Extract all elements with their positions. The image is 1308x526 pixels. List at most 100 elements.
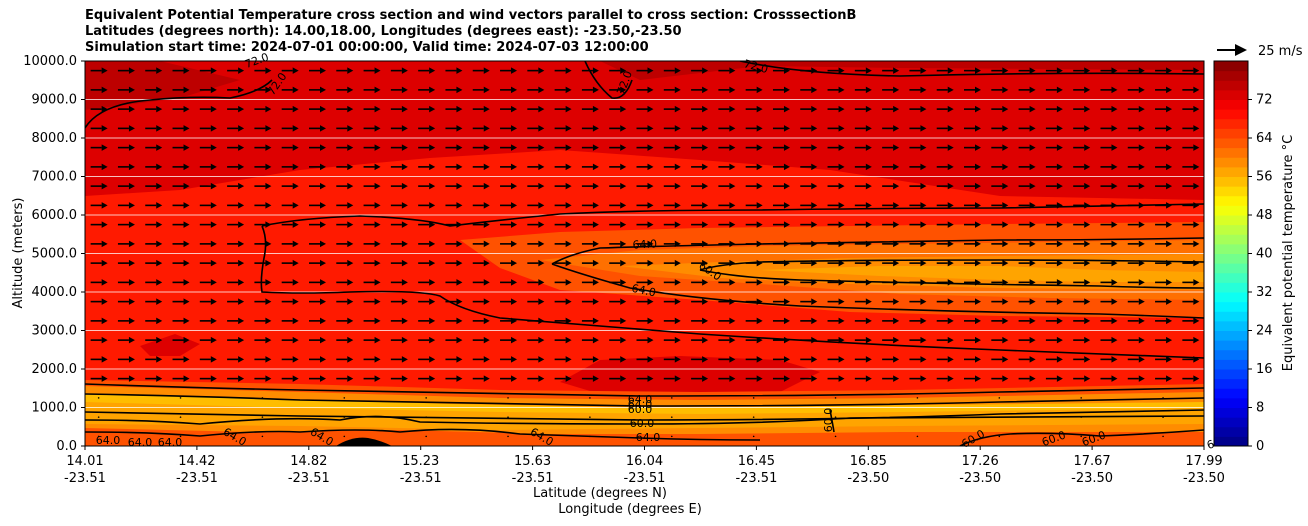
colorbar-segment bbox=[1214, 186, 1248, 197]
wind-vector-head bbox=[920, 163, 927, 171]
wind-vector-head bbox=[265, 125, 272, 132]
wind-vector-head bbox=[156, 298, 163, 305]
wind-vector-head bbox=[1056, 375, 1063, 382]
wind-vector-head bbox=[975, 240, 982, 248]
wind-vector-head bbox=[538, 125, 545, 132]
wind-vector-head bbox=[429, 317, 436, 325]
wind-vector-head bbox=[538, 144, 545, 151]
wind-vector-head bbox=[811, 240, 818, 248]
wind-vector-head bbox=[620, 259, 627, 267]
colorbar-segment bbox=[1214, 359, 1248, 370]
wind-vector-head bbox=[374, 67, 381, 74]
wind-vector-head bbox=[647, 240, 654, 248]
wind-vector-head bbox=[483, 86, 490, 94]
wind-vector-head bbox=[156, 163, 163, 171]
x-tick-label-lat: 15.63 bbox=[514, 454, 551, 469]
wind-vector-head bbox=[319, 125, 326, 132]
wind-vector-head bbox=[401, 279, 408, 286]
wind-vector-head bbox=[429, 221, 436, 228]
wind-vector-head bbox=[183, 182, 190, 190]
wind-vector-head bbox=[647, 125, 654, 132]
wind-vector-head bbox=[811, 356, 818, 363]
wind-vector-head bbox=[238, 356, 245, 363]
wind-vector-head bbox=[1138, 279, 1145, 286]
wind-vector-head bbox=[456, 317, 463, 325]
wind-vector-head bbox=[319, 105, 326, 113]
wind-vector-head bbox=[811, 298, 818, 305]
wind-vector-head bbox=[292, 67, 299, 74]
wind-vector-head bbox=[1166, 125, 1173, 132]
wind-vector-dot bbox=[97, 397, 100, 399]
wind-vector-head bbox=[511, 67, 518, 74]
wind-vector-head bbox=[347, 298, 354, 305]
wind-vector-head bbox=[674, 221, 681, 228]
wind-vector-head bbox=[893, 202, 900, 209]
wind-vector-head bbox=[374, 298, 381, 305]
wind-vector-head bbox=[1029, 125, 1036, 132]
wind-vector-head bbox=[483, 317, 490, 325]
wind-vector-head bbox=[456, 202, 463, 209]
wind-vector-head bbox=[374, 240, 381, 248]
wind-vector-head bbox=[101, 221, 108, 228]
wind-vector-head bbox=[647, 298, 654, 305]
wind-vector-head bbox=[756, 125, 763, 132]
colorbar-segment bbox=[1214, 99, 1248, 110]
wind-vector-head bbox=[292, 182, 299, 190]
wind-vector-head bbox=[920, 259, 927, 267]
wind-vector-head bbox=[1056, 202, 1063, 209]
wind-vector-head bbox=[238, 375, 245, 382]
wind-vector-head bbox=[620, 375, 627, 382]
wind-vector-head bbox=[511, 125, 518, 132]
wind-vector-head bbox=[865, 144, 872, 151]
wind-vector-head bbox=[429, 336, 436, 344]
wind-vector-head bbox=[128, 298, 135, 305]
contour-72-upper-left bbox=[85, 79, 273, 129]
wind-vector-head bbox=[811, 67, 818, 74]
wind-vector-head bbox=[183, 221, 190, 228]
wind-vector-head bbox=[401, 202, 408, 209]
wind-vector-head bbox=[1002, 240, 1009, 248]
wind-vector-head bbox=[1056, 298, 1063, 305]
wind-vector-head bbox=[265, 182, 272, 190]
wind-vector-head bbox=[565, 202, 572, 209]
wind-vector-head bbox=[674, 259, 681, 267]
wind-vector-head bbox=[783, 67, 790, 74]
wind-vector-head bbox=[729, 279, 736, 286]
wind-vector-head bbox=[1193, 163, 1200, 171]
contour-64-surface bbox=[85, 428, 761, 441]
wind-vector-head bbox=[647, 317, 654, 325]
wind-vector-head bbox=[1138, 356, 1145, 363]
wind-vector-head bbox=[456, 144, 463, 151]
wind-vector-head bbox=[1056, 240, 1063, 248]
wind-vector-head bbox=[838, 67, 845, 74]
wind-vector-head bbox=[238, 125, 245, 132]
wind-vector-head bbox=[511, 279, 518, 286]
wind-vector-head bbox=[156, 202, 163, 209]
wind-vector-head bbox=[975, 279, 982, 286]
y-axis-label: Altitude (meters) bbox=[11, 198, 26, 309]
wind-vector-head bbox=[1029, 298, 1036, 305]
wind-vector-head bbox=[265, 298, 272, 305]
wind-vector-head bbox=[429, 163, 436, 171]
wind-vector-head bbox=[128, 86, 135, 94]
wind-vector-head bbox=[975, 182, 982, 190]
y-tick-label: 7000.0 bbox=[32, 170, 78, 185]
wind-vector-head bbox=[538, 336, 545, 344]
wind-vector-head bbox=[565, 356, 572, 363]
wind-vector-head bbox=[429, 182, 436, 190]
wind-vector-head bbox=[238, 163, 245, 171]
wind-vector-head bbox=[1002, 259, 1009, 267]
wind-vector-head bbox=[920, 221, 927, 228]
wind-vector-head bbox=[811, 163, 818, 171]
contour-label: 64.0 bbox=[628, 393, 653, 406]
wind-vector-head bbox=[565, 105, 572, 113]
wind-vector-head bbox=[647, 86, 654, 94]
wind-vector-head bbox=[838, 125, 845, 132]
wind-vector-head bbox=[1138, 182, 1145, 190]
wind-vector-head bbox=[1111, 356, 1118, 363]
wind-vector-head bbox=[483, 125, 490, 132]
wind-vector-head bbox=[702, 317, 709, 325]
wind-vector-head bbox=[1193, 202, 1200, 209]
wind-vector-head bbox=[401, 317, 408, 325]
wind-vector-head bbox=[1111, 105, 1118, 113]
